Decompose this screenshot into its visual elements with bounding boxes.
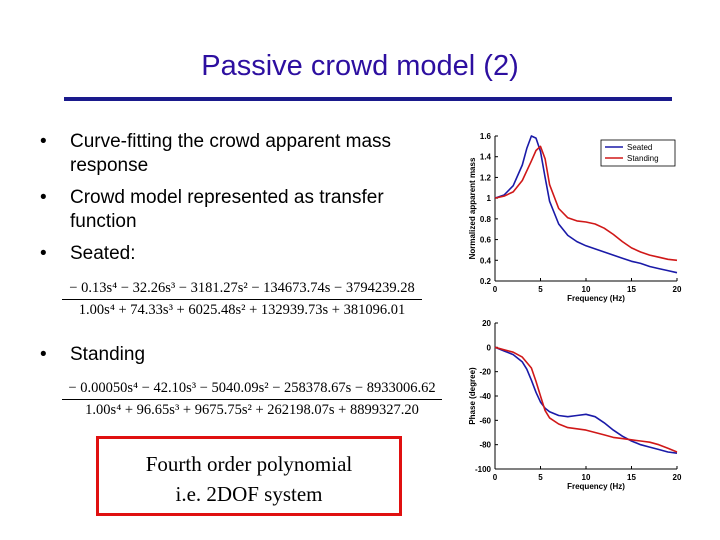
legend-box	[600, 139, 676, 167]
bullet-dot: •	[40, 344, 47, 365]
y-tick-label: -40	[479, 392, 491, 401]
bullet-item: • Seated:	[40, 242, 420, 266]
standing-equation: − 0.00050s⁴ − 42.10s³ − 5040.09s² − 2583…	[62, 380, 442, 419]
y-tick-label: 1.4	[480, 153, 492, 162]
series-line-seated	[494, 346, 678, 454]
y-tick-label: -100	[475, 465, 492, 474]
standing-numerator: − 0.00050s⁴ − 42.10s³ − 5040.09s² − 2583…	[68, 380, 436, 396]
series-line-standing	[494, 346, 678, 453]
fraction-bar	[62, 399, 442, 400]
x-tick-label: 20	[673, 285, 682, 294]
fraction-bar	[62, 299, 422, 300]
y-axis-label: Normalized apparent mass	[468, 157, 477, 259]
y-axis-label: Phase (degree)	[468, 367, 477, 425]
bullet-text: Standing	[70, 344, 146, 365]
y-tick-label: -20	[479, 368, 491, 377]
standing-denominator: 1.00s⁴ + 96.65s³ + 9675.75s² + 262198.07…	[85, 402, 419, 418]
legend-label: Standing	[627, 154, 659, 163]
apparent-mass-chart: 0 5 10 15 20 0.2 0.4 0.6 0.8 1 1.2 1.4 1.6 Frequency …	[468, 132, 682, 303]
y-tick-label: 1.6	[480, 132, 492, 141]
seated-equation: − 0.13s⁴ − 32.26s³ − 3181.27s² − 134673.…	[62, 280, 422, 319]
y-tick-label: 0.6	[480, 236, 492, 245]
x-tick-label: 15	[627, 285, 636, 294]
y-tick-label: 20	[482, 319, 491, 328]
x-tick-label: 10	[582, 285, 591, 294]
x-tick-label: 20	[673, 473, 682, 482]
bullet-text: Crowd model represented as transfer func…	[70, 187, 384, 232]
y-tick-label: -80	[479, 441, 491, 450]
x-tick-label: 0	[493, 473, 498, 482]
legend-label: Seated	[627, 143, 652, 152]
bullet-text: Curve-fitting the crowd apparent mass re…	[70, 131, 392, 176]
x-tick-label: 10	[582, 473, 591, 482]
bullet-dot: •	[40, 187, 47, 208]
seated-denominator: 1.00s⁴ + 74.33s³ + 6025.48s² + 132939.73…	[78, 302, 406, 318]
bullet-dot: •	[40, 131, 47, 152]
y-tick-label: 1	[487, 194, 492, 203]
x-axis-label: Frequency (Hz)	[567, 482, 625, 491]
bullet-item: • Crowd model represented as transfer fun…	[40, 186, 420, 234]
bullet-item: • Standing	[40, 343, 145, 367]
y-tick-label: 0.2	[480, 277, 492, 286]
x-tick-label: 5	[538, 473, 543, 482]
x-tick-label: 0	[493, 285, 498, 294]
phase-chart: 0 5 10 15 20 -100 -80 -60 -40 -20 0 20 Frequency (Hz…	[468, 319, 682, 491]
y-tick-label: -60	[479, 416, 491, 425]
y-tick-label: 0.8	[480, 215, 492, 224]
conclusion-line: Fourth order polynomial	[145, 452, 353, 476]
y-tick-label: 1.2	[480, 173, 492, 182]
x-axis-label: Frequency (Hz)	[567, 294, 625, 303]
bullet-list: • Curve-fitting the crowd apparent mass r…	[40, 130, 420, 274]
y-tick-label: 0.4	[480, 256, 492, 265]
slide-title: Passive crowd model (2)	[201, 50, 519, 82]
series-line-seated	[494, 135, 678, 274]
series-line-standing	[494, 145, 678, 262]
x-tick-label: 5	[538, 285, 543, 294]
x-tick-label: 15	[627, 473, 636, 482]
y-tick-label: 0	[487, 343, 492, 352]
seated-numerator: − 0.13s⁴ − 32.26s³ − 3181.27s² − 134673.…	[69, 280, 415, 296]
bullet-item: • Curve-fitting the crowd apparent mass r…	[40, 130, 420, 178]
bullet-dot: •	[40, 243, 47, 264]
conclusion-box: Fourth order polynomial i.e. 2DOF system	[96, 436, 402, 516]
conclusion-line: i.e. 2DOF system	[175, 482, 323, 506]
title-underline	[64, 97, 672, 101]
bullet-text: Seated:	[70, 243, 136, 264]
